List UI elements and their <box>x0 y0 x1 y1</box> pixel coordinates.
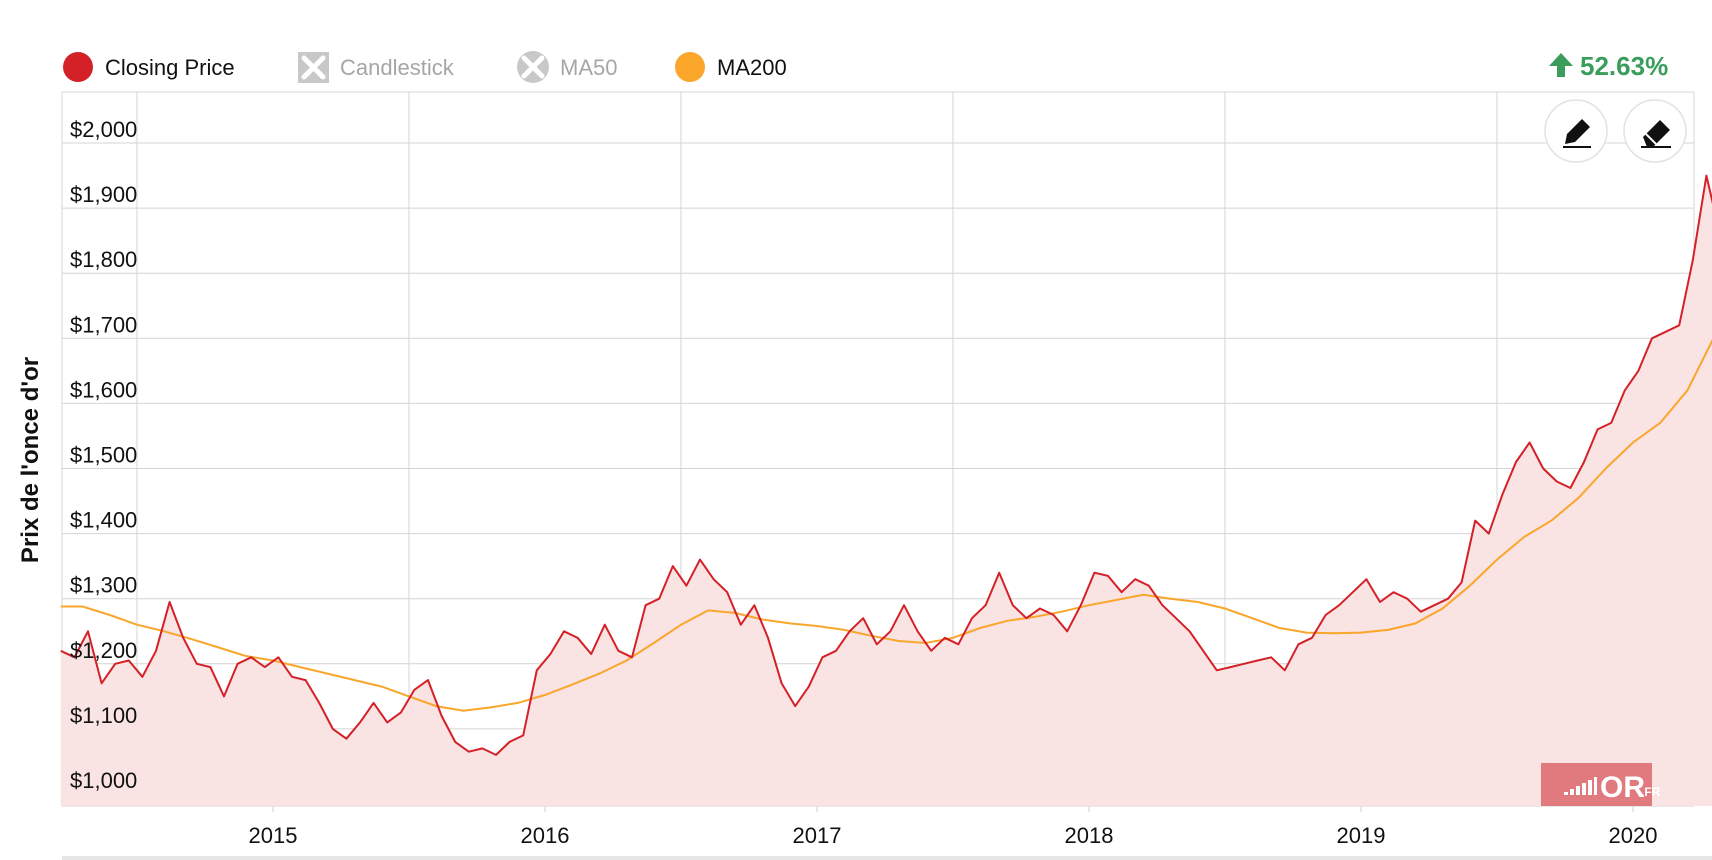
y-tick-label: $1,400 <box>70 508 137 533</box>
closing-price-area <box>60 175 1712 806</box>
y-tick-label: $1,200 <box>70 638 137 663</box>
x-tick-label: 2017 <box>793 823 842 848</box>
or-fr-watermark: OR .FR <box>1541 763 1661 806</box>
y-axis-title: Prix de l'once d'or <box>17 357 44 563</box>
ma200-line <box>60 339 1712 712</box>
legend-label-closing-price: Closing Price <box>105 55 235 80</box>
legend-label-ma50: MA50 <box>560 55 617 80</box>
closing-price-fill <box>60 175 1712 806</box>
y-tick-label: $1,600 <box>70 377 137 402</box>
legend-item-candlestick[interactable]: Candlestick <box>298 52 455 83</box>
legend-item-ma200[interactable]: MA200 <box>675 52 787 82</box>
x-tick-label: 2019 <box>1337 823 1386 848</box>
y-tick-label: $1,500 <box>70 443 137 468</box>
x-tick-label: 2015 <box>249 823 298 848</box>
watermark-suffix: .FR <box>1641 785 1661 799</box>
y-tick-label: $1,300 <box>70 573 137 598</box>
navigator-bar[interactable] <box>62 856 1712 860</box>
erase-button[interactable] <box>1623 99 1687 163</box>
price-change-value: 52.63% <box>1580 51 1668 81</box>
y-tick-label: $1,800 <box>70 247 137 272</box>
closing-price-line <box>60 174 1712 756</box>
y-tick-label: $1,000 <box>70 768 137 793</box>
ma200-marker <box>675 52 705 82</box>
x-tick-label: 2016 <box>521 823 570 848</box>
legend-label-candlestick: Candlestick <box>340 55 455 80</box>
legend-item-ma50[interactable]: MA50 <box>517 51 617 83</box>
x-tick-label: 2020 <box>1609 823 1658 848</box>
y-tick-label: $1,100 <box>70 703 137 728</box>
y-tick-label: $2,000 <box>70 117 137 142</box>
y-axis-ticks: $1,000 $1,100 $1,200 $1,300 $1,400 $1,500 $1,6… <box>70 117 137 793</box>
grid-lines <box>61 91 1695 812</box>
legend: Closing Price Candlestick MA50 MA200 <box>63 51 787 83</box>
x-axis-ticks: 2015 2016 2017 2018 2019 2020 <box>249 823 1658 848</box>
closing-price-marker <box>63 52 93 82</box>
series-lines <box>60 174 1712 756</box>
price-change: 52.63% <box>1549 51 1668 81</box>
watermark-text: OR <box>1600 771 1645 804</box>
pencil-icon <box>1563 119 1591 148</box>
y-tick-label: $1,900 <box>70 182 137 207</box>
y-tick-label: $1,700 <box>70 312 137 337</box>
legend-label-ma200: MA200 <box>717 55 787 80</box>
legend-item-closing-price[interactable]: Closing Price <box>63 52 235 82</box>
eraser-icon <box>1641 120 1671 148</box>
arrow-up-icon <box>1549 53 1573 77</box>
x-tick-label: 2018 <box>1065 823 1114 848</box>
draw-button[interactable] <box>1544 99 1608 163</box>
